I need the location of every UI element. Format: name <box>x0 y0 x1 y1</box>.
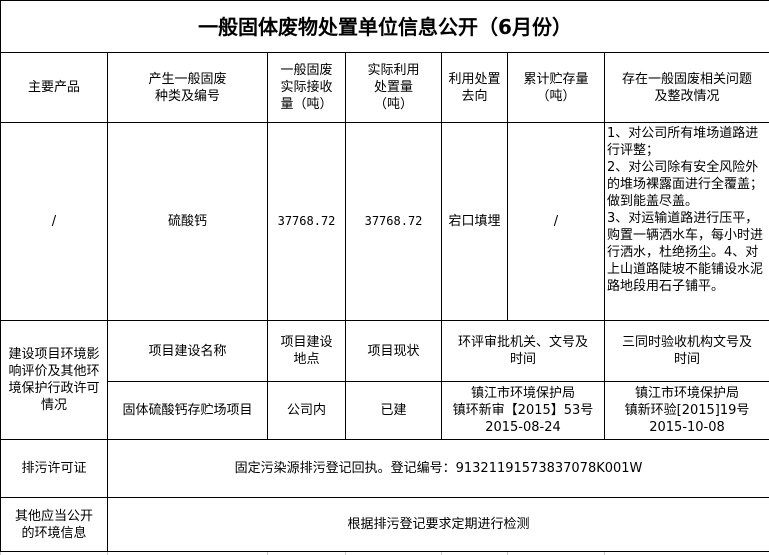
project-value: 固体硫酸钙存贮场项目 <box>107 381 268 440</box>
project-value: 公司内 <box>267 381 346 440</box>
issues-cell: 1、对公司所有堆场道路进行评整； 2、对公司除有安全风险外的堆场裸露面进行全覆盖… <box>603 122 769 321</box>
header-cell: 累计贮存量 （吨） <box>507 52 605 123</box>
header-cell: 一般固废 实际接收 量（吨） <box>267 52 346 123</box>
header-cell: 利用处置 去向 <box>441 52 508 123</box>
project-header: 项目建设名称 <box>107 320 268 382</box>
received-cell: 37768.72 <box>267 122 346 321</box>
other-value: 根据排污登记要求定期进行检测 <box>106 497 769 552</box>
permit-label: 排污许可证 <box>0 439 108 498</box>
project-value: 已建 <box>345 381 442 440</box>
stored-cell: / <box>507 122 605 321</box>
project-header: 项目建设 地点 <box>267 320 346 382</box>
project-header: 三同时验收机构文号及 时间 <box>603 320 769 382</box>
project-value: 镇江市环境保护局 镇新环验[2015]19号 2015-10-08 <box>603 381 769 440</box>
project-label: 建设项目环境影响评价及其他环境保护行政许可情况 <box>0 320 108 440</box>
project-value: 镇江市环境保护局 镇环新审【2015】53号 2015-08-24 <box>441 381 605 440</box>
disposed-cell: 37768.72 <box>345 122 442 321</box>
project-header: 项目现状 <box>345 320 442 382</box>
header-cell: 存在一般固废相关问题 及整改情况 <box>603 52 769 123</box>
product-cell: / <box>0 122 108 321</box>
page-title: 一般固体废物处置单位信息公开（6月份） <box>0 0 769 53</box>
waste-type-cell: 硫酸钙 <box>107 122 268 321</box>
header-cell: 主要产品 <box>0 52 108 123</box>
destination-cell: 宕口填埋 <box>441 122 508 321</box>
header-cell: 实际利用 处置量 （吨） <box>345 52 442 123</box>
permit-value: 固定污染源排污登记回执。登记编号：91321191573837078K001W <box>106 439 769 498</box>
project-header: 环评审批机关、文号及 时间 <box>441 320 605 382</box>
header-cell: 产生一般固废 种类及编号 <box>107 52 268 123</box>
other-label: 其他应当公开 的环境信息 <box>0 497 108 552</box>
